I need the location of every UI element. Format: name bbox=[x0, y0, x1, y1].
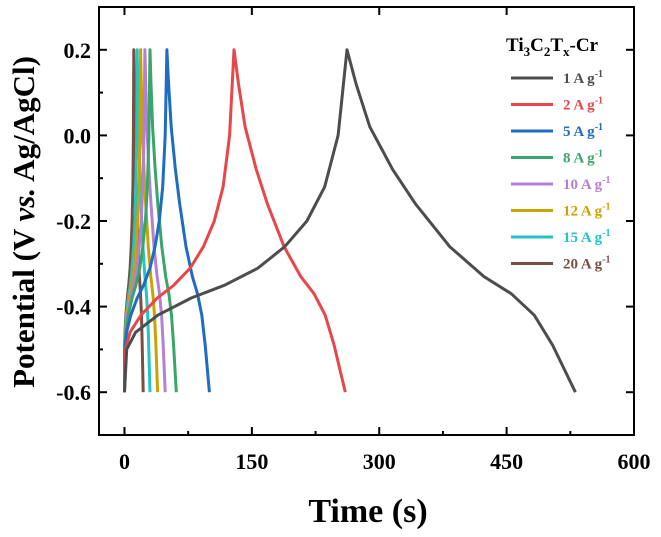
y-axis-title-part1: Potential (V bbox=[6, 221, 41, 387]
y-tick-label: -0.2 bbox=[56, 209, 91, 234]
series-line bbox=[123, 48, 347, 393]
x-tick-label: 600 bbox=[618, 449, 651, 474]
plot-frame bbox=[98, 6, 635, 436]
y-axis-title-vs: vs. bbox=[6, 188, 41, 222]
y-tick-label: -0.4 bbox=[56, 295, 91, 320]
axis-ticks: 0 150 300 450 600 -0.6 -0.4 -0.2 0.0 0.2 bbox=[56, 7, 651, 474]
x-tick-label: 450 bbox=[490, 449, 523, 474]
series-lines bbox=[123, 48, 577, 393]
y-axis-title: Potential (V vs. Ag/AgCl) bbox=[6, 56, 41, 388]
legend-label: 2 A g-1 bbox=[563, 96, 603, 114]
x-tick-label: 300 bbox=[363, 449, 396, 474]
legend-label: 8 A g-1 bbox=[563, 149, 603, 167]
series-line bbox=[123, 48, 577, 393]
series-line bbox=[123, 48, 178, 393]
y-tick-label: 0.2 bbox=[64, 38, 92, 63]
legend: Ti3C2Tx-Cr 1 A g-12 A g-15 A g-18 A g-11… bbox=[506, 35, 611, 273]
legend-label: 10 A g-1 bbox=[563, 175, 611, 193]
legend-title: Ti3C2Tx-Cr bbox=[506, 35, 599, 59]
legend-label: 12 A g-1 bbox=[563, 202, 611, 220]
y-tick-label: -0.6 bbox=[56, 380, 91, 405]
legend-entries: 1 A g-1 2 A g-1 5 A g-1 8 A g-1 10 A g-1 12 A… bbox=[511, 69, 611, 273]
y-tick-label: 0.0 bbox=[64, 123, 92, 148]
y-axis-title-part2: Ag/AgCl) bbox=[6, 56, 41, 188]
x-tick-label: 150 bbox=[235, 449, 268, 474]
legend-label: 5 A g-1 bbox=[563, 122, 603, 140]
legend-label: 15 A g-1 bbox=[563, 228, 611, 246]
series-line bbox=[123, 48, 211, 393]
x-axis-title: Time (s) bbox=[308, 493, 427, 530]
legend-label: 1 A g-1 bbox=[563, 69, 603, 87]
x-tick-label: 0 bbox=[119, 449, 130, 474]
legend-label: 20 A g-1 bbox=[563, 255, 611, 273]
